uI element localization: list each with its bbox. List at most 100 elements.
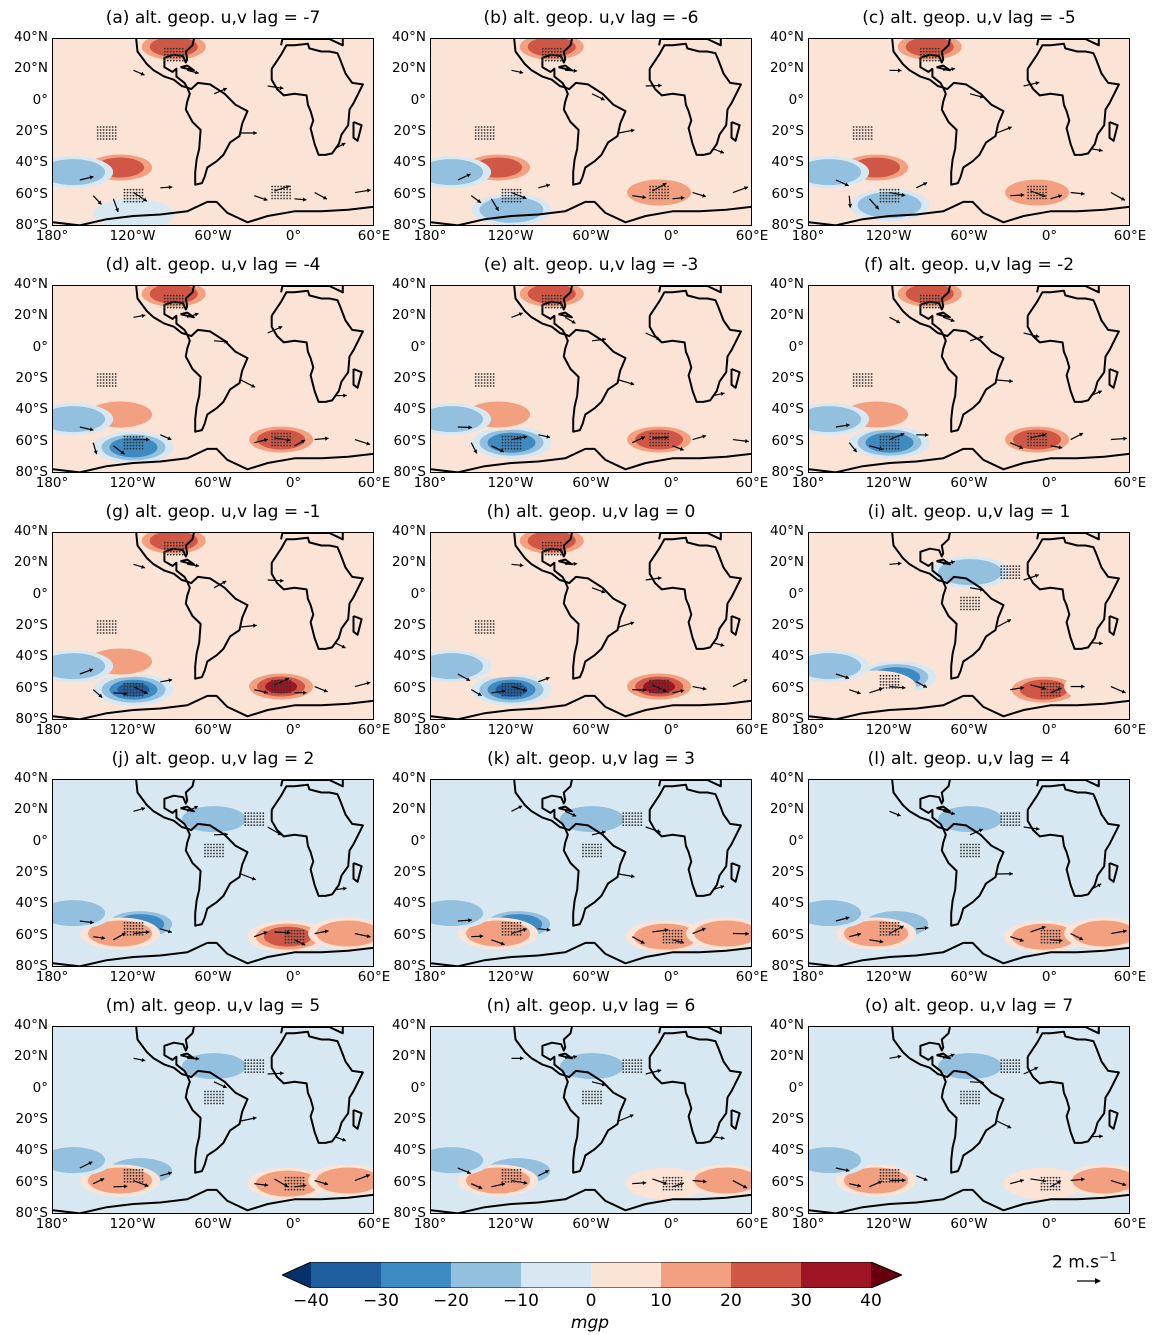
- significance-stipple: [516, 921, 519, 924]
- negative-anomaly-contour: [809, 159, 862, 186]
- significance-stipple: [972, 602, 974, 605]
- coastline-cuba: [558, 805, 573, 813]
- wind-vector-head: [702, 193, 707, 198]
- significance-stipple: [931, 306, 934, 309]
- longitude-tick-label: 180°: [413, 1216, 447, 1232]
- significance-stipple: [960, 852, 962, 855]
- wind-vector-head: [343, 393, 347, 398]
- negative-anomaly-contour: [182, 806, 246, 833]
- significance-stipple: [553, 541, 556, 544]
- significance-stipple: [1042, 435, 1044, 438]
- significance-stipple: [1046, 688, 1049, 691]
- significance-stipple: [172, 294, 175, 297]
- significance-stipple: [247, 1062, 250, 1065]
- significance-stipple: [210, 849, 212, 852]
- significance-stipple: [296, 929, 299, 932]
- significance-stipple: [668, 941, 671, 944]
- significance-stipple: [969, 855, 971, 858]
- significance-stipple: [102, 129, 105, 131]
- significance-stipple: [486, 629, 489, 631]
- significance-stipple: [662, 938, 665, 941]
- significance-stipple: [1000, 824, 1003, 827]
- significance-stipple: [244, 818, 247, 821]
- significance-stipple: [631, 821, 634, 824]
- longitude-tick-label: 180°: [413, 228, 447, 244]
- significance-stipple: [928, 297, 931, 300]
- coastline-europe: [1036, 780, 1100, 788]
- significance-stipple: [879, 921, 882, 924]
- significance-stipple: [247, 821, 250, 824]
- significance-stipple: [519, 441, 522, 444]
- significance-stipple: [631, 1062, 634, 1065]
- significance-stipple: [507, 200, 510, 203]
- wind-vector-head: [141, 1057, 146, 1062]
- significance-stipple: [166, 547, 169, 550]
- significance-stipple: [135, 447, 138, 450]
- significance-stipple: [111, 129, 114, 131]
- positive-anomaly-contour: [1064, 670, 1129, 703]
- latitude-tick-label: 40°N: [769, 276, 804, 292]
- significance-stipple: [925, 294, 928, 297]
- coastline-europe: [280, 286, 344, 294]
- wind-vector-head: [951, 67, 956, 72]
- wind-vector-head: [845, 423, 850, 428]
- significance-stipple: [138, 1177, 141, 1180]
- significance-stipple: [99, 376, 102, 378]
- significance-stipple: [141, 1177, 144, 1180]
- negative-anomaly-contour: [431, 159, 484, 186]
- longitude-tick-label: 60°W: [950, 228, 988, 244]
- significance-stipple: [114, 382, 117, 384]
- significance-stipple: [166, 541, 169, 544]
- significance-stipple: [1027, 444, 1029, 447]
- significance-stipple: [259, 1071, 262, 1074]
- significance-stipple: [975, 855, 977, 858]
- significance-stipple: [290, 941, 293, 944]
- significance-stipple: [969, 1090, 971, 1093]
- positive-anomaly-contour: [466, 920, 531, 947]
- significance-stipple: [1036, 194, 1038, 197]
- wind-vector-head: [97, 200, 102, 205]
- significance-stipple: [213, 1096, 215, 1099]
- significance-stipple: [667, 685, 669, 688]
- significance-stipple: [852, 129, 855, 131]
- significance-stipple: [135, 441, 138, 444]
- significance-stipple: [105, 376, 108, 378]
- significance-stipple: [661, 688, 663, 691]
- significance-stipple: [1052, 685, 1055, 688]
- significance-stipple: [289, 435, 291, 438]
- significance-stipple: [1030, 432, 1032, 435]
- longitude-tick-label: 120°W: [109, 228, 156, 244]
- significance-stipple: [129, 194, 132, 197]
- significance-stipple: [628, 1071, 631, 1074]
- significance-stipple: [1043, 1188, 1046, 1191]
- wind-vector-head: [523, 688, 527, 692]
- significance-stipple: [105, 382, 108, 384]
- significance-stipple: [625, 1062, 628, 1065]
- significance-stipple: [891, 191, 894, 194]
- significance-stipple: [105, 138, 108, 140]
- significance-stipple: [882, 686, 885, 689]
- significance-stipple: [178, 56, 181, 59]
- significance-stipple: [163, 47, 166, 50]
- significance-stipple: [640, 1068, 643, 1071]
- significance-stipple: [975, 1093, 977, 1096]
- wind-vector-head: [601, 589, 606, 594]
- significance-stipple: [1030, 194, 1032, 197]
- coastline-madagascar: [1108, 121, 1119, 142]
- significance-stipple: [594, 1099, 596, 1102]
- significance-stipple: [888, 1180, 891, 1183]
- significance-stipple: [489, 126, 492, 128]
- significance-stipple: [244, 1059, 247, 1062]
- latitude-tick-label: 60°S: [15, 679, 49, 696]
- significance-stipple: [166, 47, 169, 50]
- significance-stipple: [299, 935, 302, 938]
- significance-stipple: [1012, 1068, 1015, 1071]
- significance-stipple: [1049, 694, 1052, 697]
- coastline-africa: [270, 42, 364, 156]
- significance-stipple: [253, 1071, 256, 1074]
- wind-vector-head: [901, 685, 906, 690]
- anomaly-map: [53, 533, 373, 719]
- latitude-tick-label: 0°: [788, 585, 804, 602]
- longitude-tick-label: 0°: [285, 228, 302, 244]
- significance-stipple: [293, 941, 296, 944]
